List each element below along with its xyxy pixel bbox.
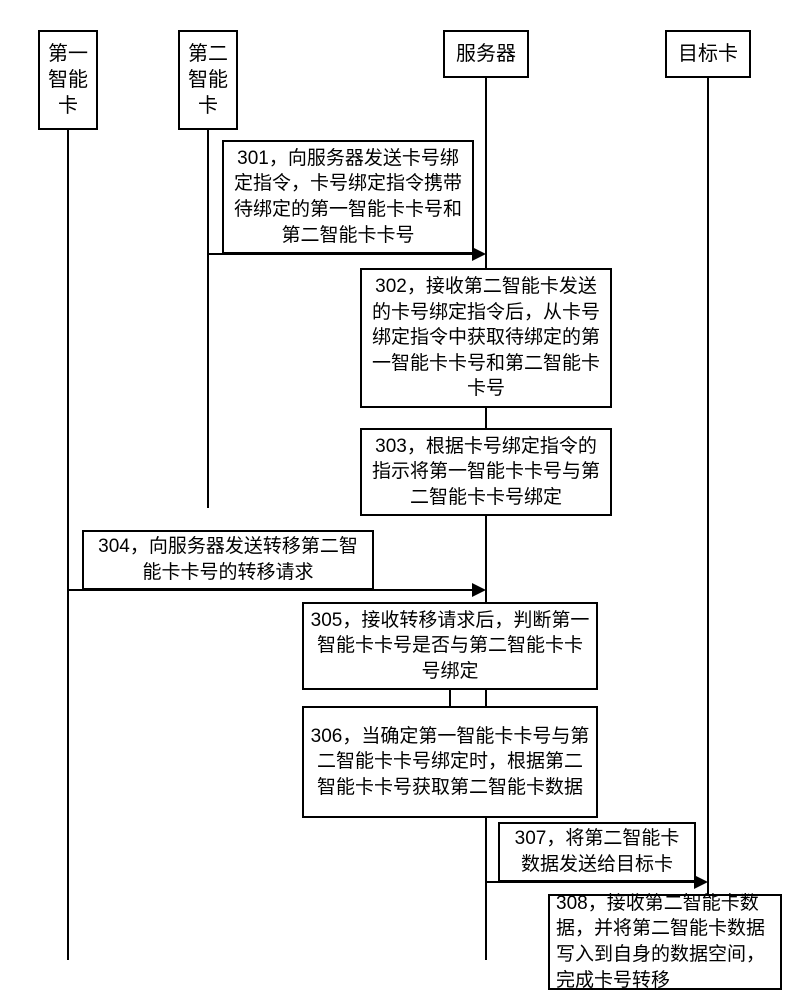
arrowhead-m301 <box>472 247 486 261</box>
message-m302: 302，接收第二智能卡发送的卡号绑定指令后，从卡号绑定指令中获取待绑定的第一智能… <box>360 268 612 408</box>
participant-tgt: 目标卡 <box>665 30 751 78</box>
arrowhead-m304 <box>472 583 486 597</box>
participant-p2: 第二 智能 卡 <box>178 30 238 130</box>
participant-srv: 服务器 <box>443 30 529 78</box>
sequence-diagram: 第一 智能 卡 第二 智能 卡 服务器 目标卡 301，向服务器发送卡号绑定指令，卡号绑… <box>0 0 800 1000</box>
connector <box>485 818 487 882</box>
message-text: 302，接收第二智能卡发送的卡号绑定指令后，从卡号绑定指令中获取待绑定的第一智能… <box>368 274 604 402</box>
lifeline-p2 <box>207 130 209 508</box>
lifeline-p1 <box>67 130 69 960</box>
arrow-line-m301 <box>208 253 474 255</box>
arrow-line-m304 <box>68 589 474 591</box>
message-m303: 303，根据卡号绑定指令的指示将第一智能卡卡号与第二智能卡卡号绑定 <box>360 428 612 516</box>
message-text: 304，向服务器发送转移第二智能卡卡号的转移请求 <box>90 534 366 585</box>
message-text: 306，当确定第一智能卡卡号与第二智能卡卡号绑定时，根据第二智能卡卡号获取第二智… <box>310 724 590 801</box>
arrowhead-m307 <box>694 875 708 889</box>
connector <box>449 690 451 706</box>
lifeline-tgt <box>707 78 709 960</box>
message-m307: 307，将第二智能卡数据发送给目标卡 <box>498 822 696 882</box>
message-m306: 306，当确定第一智能卡卡号与第二智能卡卡号绑定时，根据第二智能卡卡号获取第二智… <box>302 706 598 818</box>
message-text: 301，向服务器发送卡号绑定指令，卡号绑定指令携带待绑定的第一智能卡卡号和第二智… <box>230 146 466 249</box>
message-text: 305，接收转移请求后，判断第一智能卡卡号是否与第二智能卡卡号绑定 <box>310 608 590 685</box>
message-m304: 304，向服务器发送转移第二智能卡卡号的转移请求 <box>82 530 374 590</box>
message-m308: 308，接收第二智能卡数据，并将第二智能卡数据写入到自身的数据空间，完成卡号转移 <box>548 894 782 990</box>
arrow-line-m307 <box>486 881 696 883</box>
connector <box>485 408 487 428</box>
participant-p1: 第一 智能 卡 <box>38 30 98 130</box>
message-m301: 301，向服务器发送卡号绑定指令，卡号绑定指令携带待绑定的第一智能卡卡号和第二智… <box>222 140 474 254</box>
message-text: 308，接收第二智能卡数据，并将第二智能卡数据写入到自身的数据空间，完成卡号转移 <box>556 891 774 994</box>
message-text: 307，将第二智能卡数据发送给目标卡 <box>506 826 688 877</box>
message-m305: 305，接收转移请求后，判断第一智能卡卡号是否与第二智能卡卡号绑定 <box>302 602 598 690</box>
message-text: 303，根据卡号绑定指令的指示将第一智能卡卡号与第二智能卡卡号绑定 <box>368 434 604 511</box>
